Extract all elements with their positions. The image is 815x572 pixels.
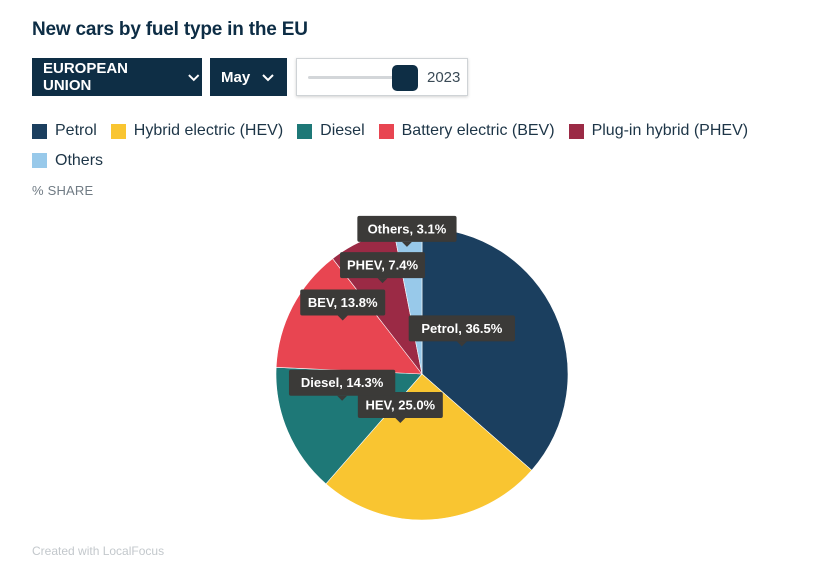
data-label-box — [340, 252, 426, 279]
legend-item[interactable]: Others — [32, 148, 103, 174]
chevron-down-icon — [188, 74, 200, 82]
legend-item[interactable]: Petrol — [32, 118, 97, 144]
legend-swatch — [378, 123, 394, 139]
legend-label: Plug-in hybrid (PHEV) — [591, 122, 749, 139]
legend: Petrol Hybrid electric (HEV) Diesel Battery… — [32, 118, 792, 177]
data-label-petrol: Petrol, 36.5% — [408, 315, 515, 347]
data-label-box — [300, 289, 386, 316]
data-label-text: Others, 3.1% — [368, 221, 447, 236]
pie-chart: Petrol, 36.5% HEV, 25.0% Diesel, 14.3% BEV,… — [275, 215, 569, 521]
year-slider-value: 2023 — [427, 69, 461, 86]
pie-slice-petrol[interactable] — [421, 227, 569, 471]
legend-label: Petrol — [55, 122, 97, 139]
legend-item[interactable]: Plug-in hybrid (PHEV) — [568, 118, 749, 144]
data-label-pointer — [456, 341, 467, 347]
data-label-pointer — [395, 418, 406, 424]
data-label-hev: HEV, 25.0% — [357, 392, 443, 424]
pie-slice-bev[interactable] — [275, 258, 423, 375]
data-label-text: Petrol, 36.5% — [421, 321, 502, 336]
legend-item[interactable]: Hybrid electric (HEV) — [110, 118, 284, 144]
chart-title: New cars by fuel type in the EU — [32, 19, 308, 40]
month-dropdown-label: May — [221, 68, 251, 86]
data-label-diesel: Diesel, 14.3% — [288, 369, 396, 401]
data-label-bev: BEV, 13.8% — [300, 289, 386, 321]
year-slider-thumb[interactable] — [391, 65, 418, 91]
data-label-pointer — [377, 278, 388, 284]
data-label-text: Diesel, 14.3% — [301, 375, 384, 390]
legend-label: Hybrid electric (HEV) — [133, 122, 284, 139]
data-label-pointer — [337, 315, 348, 321]
legend-item[interactable]: Diesel — [297, 118, 365, 144]
region-dropdown-label: EUROPEAN UNION — [43, 60, 129, 94]
data-label-phev: PHEV, 7.4% — [340, 252, 426, 284]
legend-label: Battery electric (BEV) — [401, 122, 555, 139]
data-label-text: BEV, 13.8% — [308, 295, 378, 310]
data-label-box — [288, 369, 396, 396]
region-dropdown[interactable]: EUROPEAN UNION — [32, 58, 202, 96]
legend-swatch — [32, 123, 47, 139]
legend-swatch — [32, 153, 47, 168]
legend-swatch — [568, 123, 584, 139]
legend-item[interactable]: Battery electric (BEV) — [378, 118, 555, 144]
pie-slice-hev[interactable] — [325, 373, 533, 521]
data-label-text: HEV, 25.0% — [366, 398, 436, 413]
data-label-box — [357, 392, 443, 419]
year-slider: 2023 — [296, 58, 468, 96]
data-label-text: PHEV, 7.4% — [347, 258, 419, 273]
month-dropdown[interactable]: May — [210, 58, 287, 96]
legend-label: Others — [55, 151, 104, 169]
unit-label: % SHARE — [32, 183, 94, 198]
data-label-box — [357, 215, 457, 242]
data-label-pointer — [337, 395, 348, 401]
data-label-box — [408, 315, 515, 342]
chevron-down-icon — [262, 74, 274, 82]
legend-swatch — [297, 123, 313, 139]
legend-swatch — [110, 123, 126, 139]
data-label-pointer — [401, 241, 412, 247]
year-slider-track[interactable] — [308, 76, 398, 79]
data-label-others: Others, 3.1% — [357, 215, 457, 247]
legend-label: Diesel — [320, 122, 365, 139]
credit-text: Created with LocalFocus — [32, 544, 165, 558]
